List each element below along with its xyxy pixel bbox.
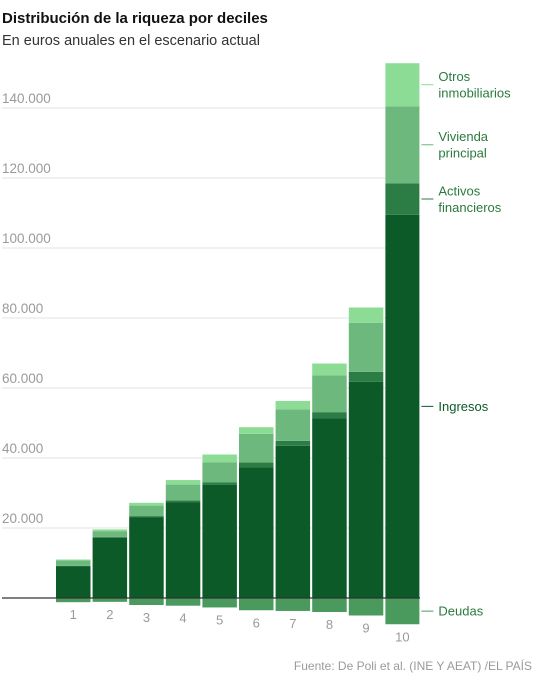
- bar-segment: [92, 529, 128, 532]
- bar-segment: [312, 412, 347, 419]
- bar-segment: [275, 400, 311, 410]
- legend-label: principal: [438, 146, 487, 161]
- bar-segment: [312, 363, 347, 376]
- legend-label: Activos: [438, 183, 480, 198]
- legend-label: Otros: [438, 69, 470, 84]
- legend-label: Vivienda: [438, 129, 488, 144]
- y-tick-label: 40.000: [2, 441, 43, 456]
- bar-segment: [129, 502, 164, 506]
- legend-label: financieros: [438, 200, 501, 215]
- bar-segment: [312, 598, 347, 612]
- bar-segment: [239, 427, 274, 434]
- x-tick-label: 9: [362, 621, 369, 636]
- bar-segment: [239, 598, 274, 611]
- bar-segment: [165, 480, 201, 485]
- source-note: Fuente: De Poli et al. (INE Y AEAT) /EL …: [293, 659, 532, 673]
- legend-label: Deudas: [438, 604, 483, 619]
- y-tick-label: 80.000: [2, 301, 43, 316]
- chart-title: Distribución de la riqueza por deciles: [2, 10, 268, 27]
- bar-segment: [275, 445, 311, 598]
- bar-segment: [239, 433, 274, 463]
- bar-segment: [312, 418, 347, 598]
- bar-segment: [165, 484, 201, 501]
- bar-segment: [312, 375, 347, 413]
- bar-segment: [239, 467, 274, 598]
- y-tick-label: 60.000: [2, 371, 43, 386]
- bar-segment: [92, 598, 128, 602]
- bar-segment: [385, 183, 420, 215]
- x-tick-label: 6: [253, 615, 260, 630]
- bar-segment: [385, 214, 420, 598]
- bar-segment: [56, 559, 91, 561]
- bar-segment: [56, 560, 91, 566]
- bar-segment: [202, 482, 237, 485]
- bar-segment: [385, 63, 420, 107]
- x-tick-label: 8: [326, 617, 333, 632]
- legend-label: Ingresos: [438, 399, 488, 414]
- bar-segment: [129, 517, 164, 598]
- bar-segment: [92, 531, 128, 537]
- x-tick-label: 2: [106, 607, 113, 622]
- x-tick-label: 3: [143, 610, 150, 625]
- bar-segment: [165, 502, 201, 598]
- y-tick-label: 20.000: [2, 511, 43, 526]
- bar-segment: [165, 598, 201, 606]
- bar-segment: [202, 484, 237, 598]
- y-tick-label: 140.000: [2, 91, 51, 106]
- bar-segment: [129, 505, 164, 517]
- bar-segment: [348, 322, 384, 372]
- x-tick-label: 10: [395, 629, 409, 644]
- bar-segment: [385, 598, 420, 625]
- bar-segment: [275, 409, 311, 441]
- legend-label: inmobiliarios: [438, 85, 511, 100]
- y-tick-label: 100.000: [2, 231, 51, 246]
- bar-segment: [202, 598, 237, 608]
- bar-segment: [348, 371, 384, 382]
- bar-segment: [129, 516, 164, 518]
- bar-segment: [275, 440, 311, 446]
- bar-segment: [275, 598, 311, 611]
- bar-segment: [129, 598, 164, 605]
- bar-segment: [348, 598, 384, 616]
- bar-segment: [202, 462, 237, 483]
- bar-segment: [239, 462, 274, 468]
- bar-segment: [385, 106, 420, 184]
- bar-segment: [56, 598, 91, 603]
- chart-subtitle: En euros anuales en el escenario actual: [2, 33, 260, 49]
- bar-segment: [348, 307, 384, 323]
- bar-segment: [348, 381, 384, 598]
- bar-segment: [56, 565, 91, 567]
- x-tick-label: 4: [179, 611, 186, 626]
- x-tick-label: 7: [289, 616, 296, 631]
- bar-segment: [56, 566, 91, 598]
- bar-segment: [165, 500, 201, 503]
- bar-segment: [92, 536, 128, 538]
- bar-segment: [92, 537, 128, 598]
- y-tick-label: 120.000: [2, 161, 51, 176]
- x-tick-label: 5: [216, 612, 223, 627]
- x-tick-label: 1: [70, 607, 77, 622]
- bar-segment: [202, 454, 237, 463]
